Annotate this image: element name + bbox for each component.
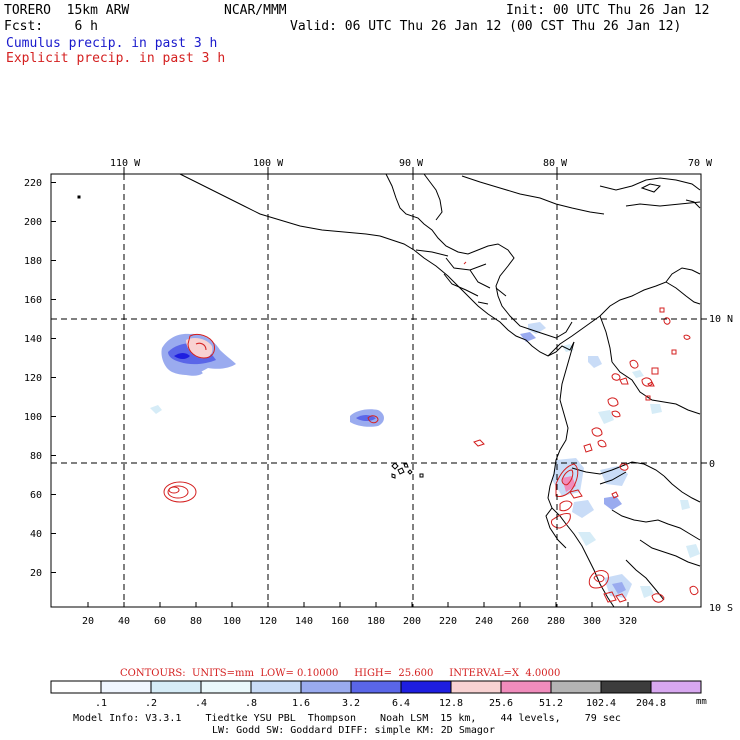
x-tick: 80 [190, 616, 202, 627]
x-tick: 320 [619, 616, 637, 627]
org-label: NCAR/MMM [224, 3, 287, 18]
lat-label-0: 0 [709, 459, 715, 470]
y-tick: 180 [24, 256, 42, 267]
colorbar-swatch [200, 680, 252, 694]
field-explicit-label: Explicit precip. in past 3 h [6, 51, 226, 66]
y-tick: 80 [30, 451, 42, 462]
colorbar-swatch [400, 680, 452, 694]
colorbar-label: .1 [95, 698, 107, 709]
y-tick: 220 [24, 178, 42, 189]
lon-label-90w: 90 W [399, 158, 424, 169]
left-y-tick-labels: 20 40 60 80 100 120 140 160 180 200 220 [24, 178, 42, 579]
forecast-hour: Fcst: 6 h [4, 19, 98, 34]
colorbar-label: 51.2 [539, 698, 563, 709]
x-tick: 140 [295, 616, 313, 627]
y-tick: 200 [24, 217, 42, 228]
colorbar-swatch [600, 680, 652, 694]
x-tick: 200 [403, 616, 421, 627]
x-tick: 60 [154, 616, 166, 627]
y-tick: 100 [24, 412, 42, 423]
colorbar-label: 25.6 [489, 698, 513, 709]
colorbar-label: .8 [245, 698, 257, 709]
colorbar-labels: .1 .2 .4 .8 1.6 3.2 6.4 12.8 25.6 51.2 102.4 204.8 [95, 698, 666, 709]
y-tick: 40 [30, 529, 42, 540]
y-tick: 20 [30, 568, 42, 579]
y-tick: 140 [24, 334, 42, 345]
map-frame [50, 173, 702, 608]
colorbar-label: 12.8 [439, 698, 463, 709]
y-tick: 60 [30, 490, 42, 501]
colorbar-swatch [650, 680, 702, 694]
lat-lon-grid [51, 174, 701, 607]
colorbar-swatch [150, 680, 202, 694]
colorbar-label: 204.8 [636, 698, 666, 709]
colorbar-swatch [250, 680, 302, 694]
contour-info: CONTOURS: UNITS=mm LOW= 0.10000 HIGH= 25… [120, 668, 561, 679]
lat-label-10n: 10 N [709, 314, 733, 325]
bottom-x-tick-labels: 20 40 60 80 100 120 140 160 180 200 220 … [82, 616, 637, 627]
colorbar-swatch [100, 680, 152, 694]
init-time: Init: 00 UTC Thu 26 Jan 12 [506, 3, 710, 18]
top-lon-labels: 110 W 100 W 90 W 80 W 70 W [110, 158, 713, 169]
colorbar-swatch [300, 680, 352, 694]
model-title: TORERO 15km ARW [4, 3, 130, 18]
x-tick: 180 [367, 616, 385, 627]
x-tick: 120 [259, 616, 277, 627]
x-tick: 40 [118, 616, 130, 627]
colorbar-label: 1.6 [292, 698, 310, 709]
colorbar-units: mm [696, 697, 707, 707]
colorbar-label: 102.4 [586, 698, 616, 709]
lon-label-110w: 110 W [110, 158, 141, 169]
colorbar-label: .2 [145, 698, 157, 709]
x-tick: 240 [475, 616, 493, 627]
x-tick: 300 [583, 616, 601, 627]
y-tick: 120 [24, 373, 42, 384]
x-tick: 20 [82, 616, 94, 627]
model-info-line1: Model Info: V3.3.1 Tiedtke YSU PBL Thomp… [73, 713, 621, 724]
colorbar-swatch [550, 680, 602, 694]
colorbar-swatch [500, 680, 552, 694]
colorbar-swatch [50, 680, 102, 694]
colorbar-label: .4 [195, 698, 207, 709]
x-tick: 100 [223, 616, 241, 627]
x-tick: 160 [331, 616, 349, 627]
colorbar-label: 6.4 [392, 698, 410, 709]
colorbar [50, 680, 702, 694]
lat-label-10s: 10 S [709, 603, 733, 614]
lon-label-70w: 70 W [688, 158, 713, 169]
coastlines [77, 174, 701, 607]
lon-label-80w: 80 W [543, 158, 568, 169]
y-tick: 160 [24, 295, 42, 306]
x-tick: 220 [439, 616, 457, 627]
field-cumulus-label: Cumulus precip. in past 3 h [6, 36, 218, 51]
colorbar-label: 3.2 [342, 698, 360, 709]
colorbar-swatch [350, 680, 402, 694]
model-info-line2: LW: Godd SW: Goddard DIFF: simple KM: 2D… [212, 725, 495, 736]
x-tick: 260 [511, 616, 529, 627]
colorbar-swatch [450, 680, 502, 694]
lon-label-100w: 100 W [253, 158, 284, 169]
explicit-precip-contours [163, 261, 699, 603]
cumulus-precip-fills [150, 322, 700, 598]
x-tick: 280 [547, 616, 565, 627]
valid-time: Valid: 06 UTC Thu 26 Jan 12 (00 CST Thu … [290, 19, 682, 34]
right-lat-labels: 10 N 0 10 S [709, 314, 733, 614]
